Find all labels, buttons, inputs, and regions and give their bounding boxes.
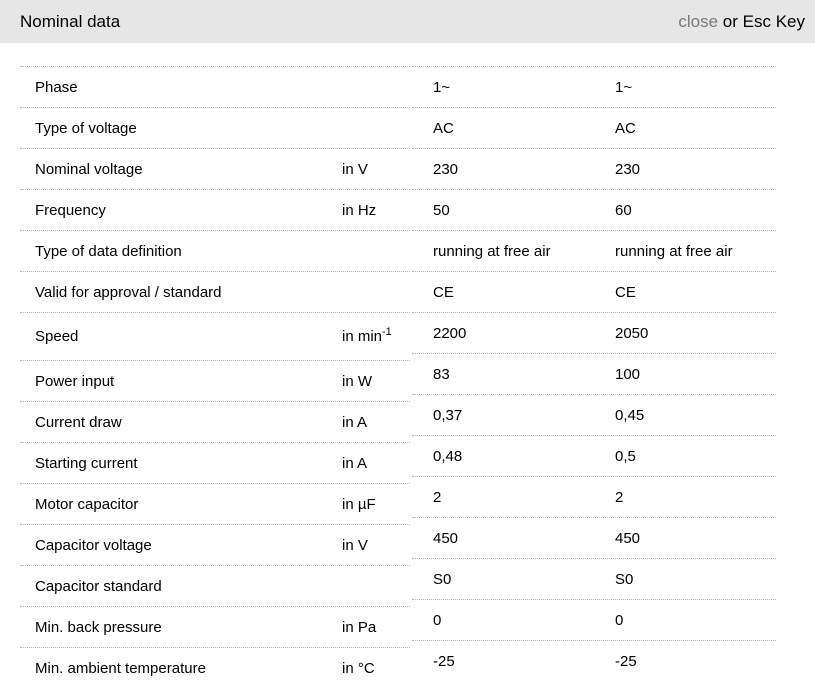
dialog-close-area: close or Esc Key xyxy=(678,12,805,32)
table-row-label: Starting current in A xyxy=(20,442,410,483)
row-label: Type of voltage xyxy=(35,119,137,137)
row-value-1: CE xyxy=(433,283,454,301)
row-label: Phase xyxy=(35,78,78,96)
row-label: Capacitor standard xyxy=(35,577,162,595)
table-row-values: 50 60 xyxy=(412,189,776,230)
row-unit: in A xyxy=(342,454,368,472)
row-label: Starting current xyxy=(35,454,138,472)
row-unit: in V xyxy=(342,536,368,554)
table-row-label: Type of data definition xyxy=(20,230,410,271)
row-label: Speed xyxy=(35,328,79,345)
table-row-values: 83 100 xyxy=(412,353,776,394)
row-unit: in W xyxy=(342,372,372,390)
table-row-values: 230 230 xyxy=(412,148,776,189)
row-value-1: 2200 xyxy=(433,324,467,342)
table-row-label: Phase xyxy=(20,66,410,107)
values-table: 1~ 1~ AC AC 230 230 50 60 running at free air run… xyxy=(412,66,776,681)
row-unit: in Pa xyxy=(342,618,377,636)
row-unit: in V xyxy=(342,160,368,178)
row-value-1: 0 xyxy=(433,611,442,629)
row-value-1: 50 xyxy=(433,201,450,219)
table-row-label: Capacitor standard xyxy=(20,565,410,606)
row-value-1: 230 xyxy=(433,160,459,178)
table-row-values: 0,37 0,45 xyxy=(412,394,776,435)
row-value-2: 0,5 xyxy=(615,447,636,465)
table-row-label: Valid for approval / standard xyxy=(20,271,410,312)
row-label: Current draw xyxy=(35,413,122,431)
table-row-values: 450 450 xyxy=(412,517,776,558)
table-row-label: Min. back pressure in Pa xyxy=(20,606,410,647)
row-value-1: S0 xyxy=(433,570,452,588)
table-row-values: 1~ 1~ xyxy=(412,66,776,107)
row-label: Type of data definition xyxy=(35,242,182,260)
row-unit: in min-1 xyxy=(342,326,392,346)
row-value-1: 0,37 xyxy=(433,406,463,424)
row-value-2: -25 xyxy=(615,652,637,670)
row-unit-superscript: -1 xyxy=(382,326,392,338)
table-row-label: Nominal voltage in V xyxy=(20,148,410,189)
row-label: Min. back pressure xyxy=(35,618,162,636)
row-label: Valid for approval / standard xyxy=(35,283,222,301)
row-label: Nominal voltage xyxy=(35,160,143,178)
table-row-values: 2200 2050 xyxy=(412,312,776,353)
row-value-2: 450 xyxy=(615,529,641,547)
row-value-1: -25 xyxy=(433,652,455,670)
row-label: Motor capacitor xyxy=(35,495,139,513)
row-value-2: 1~ xyxy=(615,78,633,96)
row-value-2: 2050 xyxy=(615,324,649,342)
dialog-header: Nominal data close or Esc Key xyxy=(0,0,815,43)
row-value-1: 450 xyxy=(433,529,459,547)
row-value-2: 60 xyxy=(615,201,632,219)
row-value-2: running at free air xyxy=(615,242,733,260)
table-row-label: Min. ambient temperature in °C xyxy=(20,647,410,688)
row-unit: in Hz xyxy=(342,201,377,219)
close-link[interactable]: close xyxy=(678,11,719,31)
row-label: Power input xyxy=(35,372,115,390)
nominal-data-table: Phase Type of voltage Nominal voltage in V F… xyxy=(0,66,815,688)
row-value-2: 0,45 xyxy=(615,406,645,424)
row-value-2: 2 xyxy=(615,488,624,506)
row-value-2: 100 xyxy=(615,365,641,383)
row-unit: in °C xyxy=(342,659,375,677)
row-value-2: 230 xyxy=(615,160,641,178)
table-row-values: -25 -25 xyxy=(412,640,776,681)
row-label: Capacitor voltage xyxy=(35,536,152,554)
table-row-label: Speed in min-1 xyxy=(20,312,410,360)
table-row-values: AC AC xyxy=(412,107,776,148)
labels-table: Phase Type of voltage Nominal voltage in V F… xyxy=(20,66,410,688)
row-value-2: S0 xyxy=(615,570,634,588)
row-value-2: 0 xyxy=(615,611,624,629)
table-row-values: CE CE xyxy=(412,271,776,312)
row-value-1: 83 xyxy=(433,365,450,383)
dialog-title: Nominal data xyxy=(20,11,121,31)
row-unit: in µF xyxy=(342,495,376,513)
row-unit: in A xyxy=(342,413,368,431)
table-row-values: running at free air running at free air xyxy=(412,230,776,271)
row-value-1: 2 xyxy=(433,488,442,506)
row-value-1: running at free air xyxy=(433,242,551,260)
row-value-1: AC xyxy=(433,119,454,137)
table-row-label: Type of voltage xyxy=(20,107,410,148)
esc-key-hint: or Esc Key xyxy=(718,11,805,31)
row-value-1: 0,48 xyxy=(433,447,463,465)
row-label: Min. ambient temperature xyxy=(35,659,206,677)
table-row-label: Motor capacitor in µF xyxy=(20,483,410,524)
table-row-label: Current draw in A xyxy=(20,401,410,442)
row-value-2: CE xyxy=(615,283,636,301)
table-row-label: Power input in W xyxy=(20,360,410,401)
table-row-values: 0,48 0,5 xyxy=(412,435,776,476)
table-row-label: Capacitor voltage in V xyxy=(20,524,410,565)
table-row-label: Frequency in Hz xyxy=(20,189,410,230)
row-value-2: AC xyxy=(615,119,636,137)
table-row-values: S0 S0 xyxy=(412,558,776,599)
row-value-1: 1~ xyxy=(433,78,451,96)
row-label: Frequency xyxy=(35,201,106,219)
